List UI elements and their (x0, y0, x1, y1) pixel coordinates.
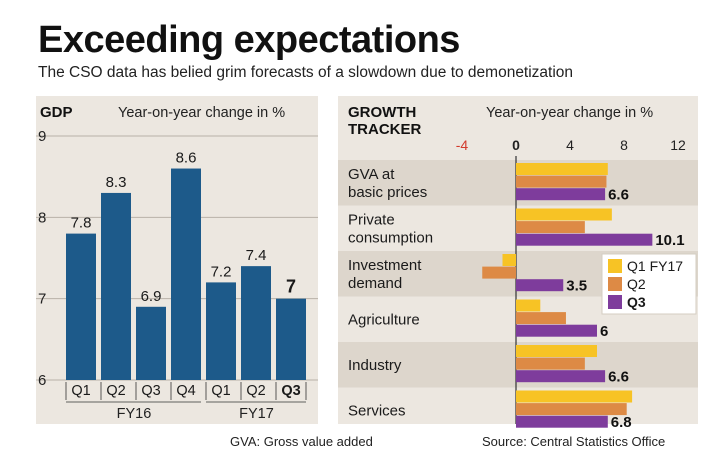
tracker-bar (482, 266, 516, 279)
tracker-bar (516, 324, 597, 337)
gdp-quarter-label: Q2 (106, 383, 125, 399)
gdp-group-label: FY17 (239, 406, 274, 422)
gdp-value-label: 6.9 (141, 288, 162, 305)
gdp-value-label: 8.3 (106, 174, 127, 191)
gdp-tick-label: 9 (38, 128, 46, 145)
tracker-title: GROWTH (348, 104, 416, 121)
gdp-chart: GDP Year-on-year change in % 9 8 7 6 7.8 Q1 8.3 Q… (36, 96, 318, 424)
tracker-bar (516, 279, 564, 292)
tracker-tick-label: 0 (512, 137, 520, 153)
tracker-bar (516, 390, 633, 403)
tracker-category-label: Private (348, 212, 395, 229)
gdp-value-label: 7.2 (211, 263, 232, 280)
tracker-category-label: consumption (348, 230, 433, 247)
gdp-bar (206, 282, 236, 380)
gdp-quarter-label: Q3 (281, 383, 300, 399)
legend-label: Q2 (627, 276, 646, 292)
tracker-tick-label: 12 (670, 137, 686, 153)
gdp-bar (276, 298, 306, 380)
gdp-tick-label: 8 (38, 209, 46, 226)
legend-swatch (608, 277, 622, 291)
gva-footnote: GVA: Gross value added (230, 434, 373, 449)
tracker-title: TRACKER (348, 121, 421, 138)
tracker-bar (516, 188, 606, 201)
legend-label: Q3 (627, 294, 646, 310)
chart-subtitle: The CSO data has belied grim forecasts o… (38, 64, 574, 81)
tracker-bar (516, 233, 653, 246)
gdp-quarter-label: Q2 (246, 383, 265, 399)
tracker-tick-label: 8 (620, 137, 628, 153)
tracker-bar (502, 254, 516, 266)
tracker-category-label: GVA at (348, 166, 395, 183)
legend-label: Q1 FY17 (627, 258, 683, 274)
tracker-category-label: basic prices (348, 184, 427, 201)
tracker-axis-label: Year-on-year change in % (486, 105, 653, 121)
tracker-value-label: 3.5 (566, 278, 587, 295)
tracker-category-label: Investment (348, 257, 422, 274)
tracker-value-label: 10.1 (655, 232, 684, 249)
gdp-bar (241, 266, 271, 380)
gdp-quarter-label: Q4 (176, 383, 195, 399)
gdp-quarter-label: Q1 (211, 383, 230, 399)
tracker-value-label: 6.6 (608, 187, 629, 204)
tracker-category-label: Agriculture (348, 312, 420, 329)
gdp-axis-label: Year-on-year change in % (118, 105, 285, 121)
gdp-tick-label: 7 (38, 291, 46, 308)
gdp-title: GDP (40, 104, 73, 121)
gdp-bar (136, 306, 166, 380)
tracker-category-label: demand (348, 275, 402, 292)
gdp-quarter-label: Q3 (141, 383, 160, 399)
tracker-bar (516, 299, 541, 312)
legend-swatch (608, 259, 622, 273)
gdp-bar (101, 192, 131, 380)
tracker-category-label: Services (348, 403, 406, 420)
tracker-value-label: 6.8 (611, 414, 632, 431)
tracker-bar (516, 208, 612, 221)
gdp-value-label: 7 (286, 277, 296, 297)
legend-swatch (608, 295, 622, 309)
source-note: Source: Central Statistics Office (482, 434, 666, 449)
tracker-bar (516, 357, 585, 370)
tracker-bar (516, 403, 627, 416)
tracker-bar (516, 415, 608, 428)
gdp-bar (66, 233, 96, 380)
tracker-tick-label: -4 (456, 137, 469, 153)
tracker-bar (516, 175, 607, 188)
tracker-legend: Q1 FY17 Q2 Q3 (601, 253, 697, 315)
gdp-quarter-label: Q1 (71, 383, 90, 399)
tracker-value-label: 6.6 (608, 369, 629, 386)
tracker-tick-label: 4 (566, 137, 574, 153)
gdp-value-label: 8.6 (176, 150, 197, 167)
gdp-value-label: 7.8 (71, 215, 92, 232)
tracker-bar (516, 345, 597, 357)
tracker-value-label: 6 (600, 323, 608, 340)
gdp-bar (171, 168, 201, 380)
tracker-bar (516, 221, 585, 234)
tracker-category-label: Industry (348, 357, 402, 374)
gdp-value-label: 7.4 (246, 247, 267, 264)
tracker-bar (516, 312, 566, 325)
tracker-bar (516, 370, 606, 383)
chart-title: Exceeding expectations (38, 19, 460, 61)
gdp-group-label: FY16 (117, 406, 152, 422)
tracker-bar (516, 163, 608, 175)
gdp-tick-label: 6 (38, 372, 46, 389)
